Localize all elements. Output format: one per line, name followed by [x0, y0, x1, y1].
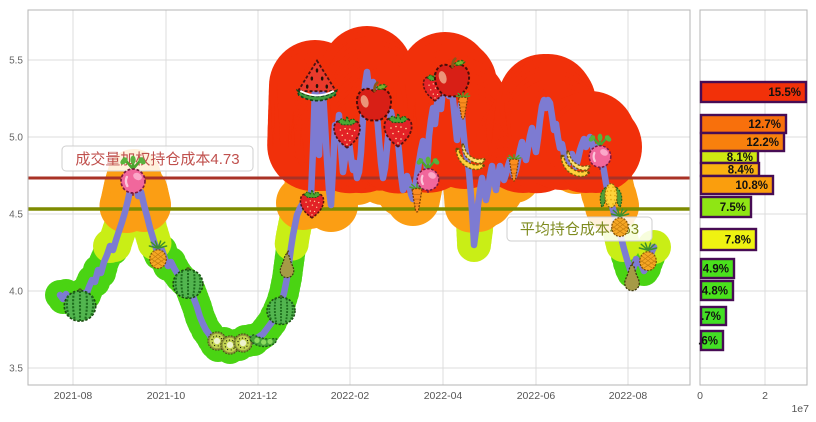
fruit-strawberry-icon [299, 188, 325, 219]
fruit-radish-icon [416, 156, 440, 193]
fruit-banana-icon [560, 150, 592, 178]
volume-bar-label: .6% [698, 336, 718, 348]
volume-bar [699, 80, 808, 104]
volume-bar-label: 4.9% [703, 264, 729, 276]
volume-bar-label: 8.1% [727, 152, 753, 164]
volume-bar [699, 174, 775, 196]
x-axis-tick-label: 2022-06 [517, 390, 556, 402]
volume-x-exponent-label: 1e7 [791, 403, 809, 415]
volume-x-tick-label: 2 [762, 390, 768, 402]
fruit-pear-icon [279, 250, 295, 279]
fruit-watermelon-icon [172, 267, 204, 300]
fruit-apple-icon [355, 81, 393, 122]
fruit-pineapple-icon [638, 242, 658, 272]
fruit-apple-icon [433, 57, 471, 98]
fruit-radish-icon [120, 155, 146, 196]
vwap-cost-label-text: 成交量加权持仓成本4.73 [75, 150, 239, 168]
fruit-strawberry-icon [333, 114, 361, 149]
fruit-pear-icon [624, 261, 640, 292]
x-axis-tick-label: 2022-02 [331, 390, 370, 402]
y-axis-tick-label: 5.5 [9, 56, 23, 67]
fruit-watermelon-icon [266, 295, 296, 326]
volume-bar-label: 4.8% [702, 286, 728, 298]
avg-cost-label-text: 平均持仓成本4.53 [520, 221, 639, 238]
x-axis-tick-label: 2021-08 [54, 390, 93, 402]
fruit-carrot-icon [455, 92, 471, 120]
volume-bar-label: 15.5% [768, 87, 801, 99]
fruit-corn-icon [599, 183, 623, 209]
volume-bar [699, 227, 758, 252]
fruit-carrot-icon [506, 154, 522, 182]
volume-bar-label: .7% [701, 311, 721, 323]
fruit-watermelon-slice-icon [295, 58, 339, 102]
volume-bar [699, 305, 728, 327]
x-axis-tick-label: 2021-10 [147, 390, 186, 402]
volume-bar-label: 8.4% [728, 165, 754, 177]
volume-bar-label: 7.8% [725, 235, 751, 247]
vwap-cost-label: 成交量加权持仓成本4.73 [61, 145, 254, 172]
volume-bar-label: 10.8% [735, 180, 768, 192]
fruit-pineapple-icon [610, 208, 630, 238]
volume-bar-label: 12.2% [746, 137, 779, 149]
fruit-watermelon-icon [63, 288, 97, 323]
volume-bar-label: 7.5% [720, 202, 746, 214]
x-axis-tick-label: 2021-12 [239, 390, 278, 402]
x-axis-tick-label: 2022-08 [609, 390, 648, 402]
fruit-strawberry-icon [383, 111, 413, 148]
fruit-pineapple-icon [148, 240, 168, 270]
volume-bar [699, 257, 736, 280]
fruit-peapod-icon [249, 334, 278, 348]
volume-x-tick-label: 0 [697, 390, 703, 402]
volume-bar [699, 279, 735, 302]
volume-bar-label: 12.7% [748, 119, 781, 131]
volume-bar [699, 195, 753, 219]
x-axis-tick-label: 2022-04 [424, 390, 463, 402]
y-axis-tick-label: 4.0 [9, 287, 23, 298]
main-plot-frame [27, 9, 691, 386]
y-axis-tick-label: 4.5 [9, 210, 23, 221]
fruit-banana-icon [455, 143, 487, 171]
avg-cost-label: 平均持仓成本4.53 [506, 216, 653, 242]
volume-bar [699, 329, 725, 352]
y-axis-tick-label: 5.0 [9, 133, 23, 144]
fruit-kiwi-icon [233, 333, 253, 353]
fruit-radish-icon [588, 133, 612, 170]
y-axis-tick-label: 3.5 [9, 364, 23, 375]
